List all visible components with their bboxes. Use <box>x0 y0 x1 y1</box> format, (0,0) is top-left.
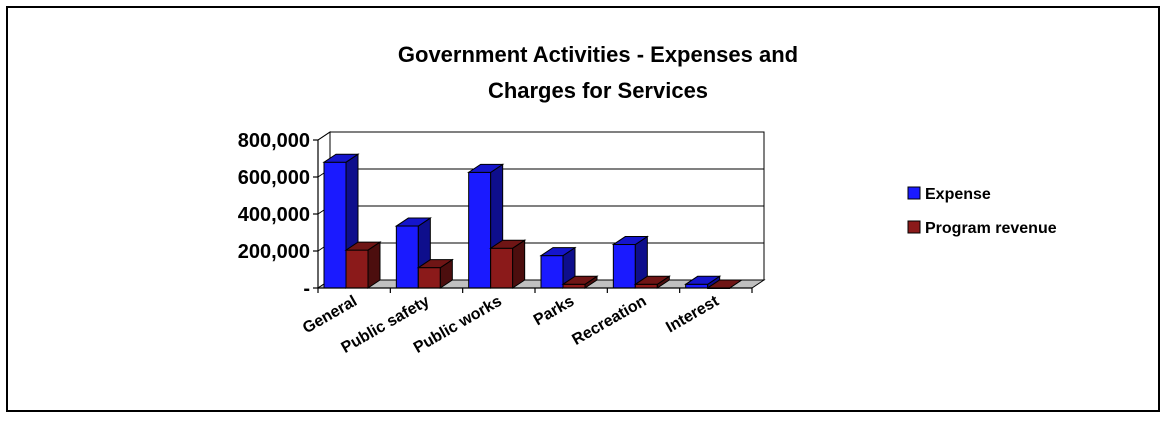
bar-top <box>322 153 360 163</box>
bar-top <box>489 239 527 249</box>
y-tick-label: 400,000 <box>238 204 310 226</box>
chart-title: Government Activities - Expenses and Cha… <box>398 42 798 103</box>
chart-frame: Government Activities - Expenses and Cha… <box>6 6 1160 412</box>
bar-front <box>490 247 514 289</box>
bar-top <box>611 236 649 246</box>
bar <box>539 246 577 289</box>
bar-front <box>323 161 347 289</box>
legend-item: Program revenue <box>907 220 1057 237</box>
bar-top <box>416 259 454 269</box>
bar-front <box>468 171 492 289</box>
bar-front <box>612 244 636 289</box>
bar-top <box>394 217 432 227</box>
y-tick-label: 600,000 <box>238 167 310 189</box>
y-tick-label: 800,000 <box>238 130 310 152</box>
x-category-label: Interest <box>663 292 722 336</box>
legend-label: Program revenue <box>925 220 1057 237</box>
bar-front <box>395 225 419 289</box>
bar <box>561 275 599 289</box>
bar <box>416 258 454 289</box>
legend-label: Expense <box>925 186 991 203</box>
bars <box>322 153 744 289</box>
bar <box>489 239 527 289</box>
bar-top <box>467 163 505 173</box>
chart-title-line-1: Government Activities - Expenses and <box>398 42 798 67</box>
bar-front <box>417 267 441 289</box>
bar <box>633 275 671 289</box>
bar-top <box>561 275 599 285</box>
gridline-side <box>317 131 331 141</box>
y-tick-label: 200,000 <box>238 241 310 263</box>
bar-top <box>684 275 722 285</box>
x-category-label: Recreation <box>569 293 649 349</box>
legend: Expense Program revenue <box>907 186 1057 237</box>
chart-svg: Government Activities - Expenses and Cha… <box>238 42 1057 357</box>
legend-swatch <box>907 186 921 200</box>
bar-top <box>539 247 577 257</box>
bar-front <box>540 255 564 289</box>
bar-top <box>633 275 671 285</box>
bar <box>344 241 382 289</box>
bar <box>611 235 649 289</box>
bar-front <box>345 249 369 289</box>
y-axis: - 200,000 400,000 600,000 800,000 <box>238 130 319 300</box>
bar-top <box>344 241 382 251</box>
legend-item: Expense <box>907 186 991 203</box>
chart-title-line-2: Charges for Services <box>488 78 708 103</box>
y-tick-label: - <box>303 278 310 300</box>
x-category-label: Parks <box>531 293 577 330</box>
legend-swatch <box>907 220 921 234</box>
